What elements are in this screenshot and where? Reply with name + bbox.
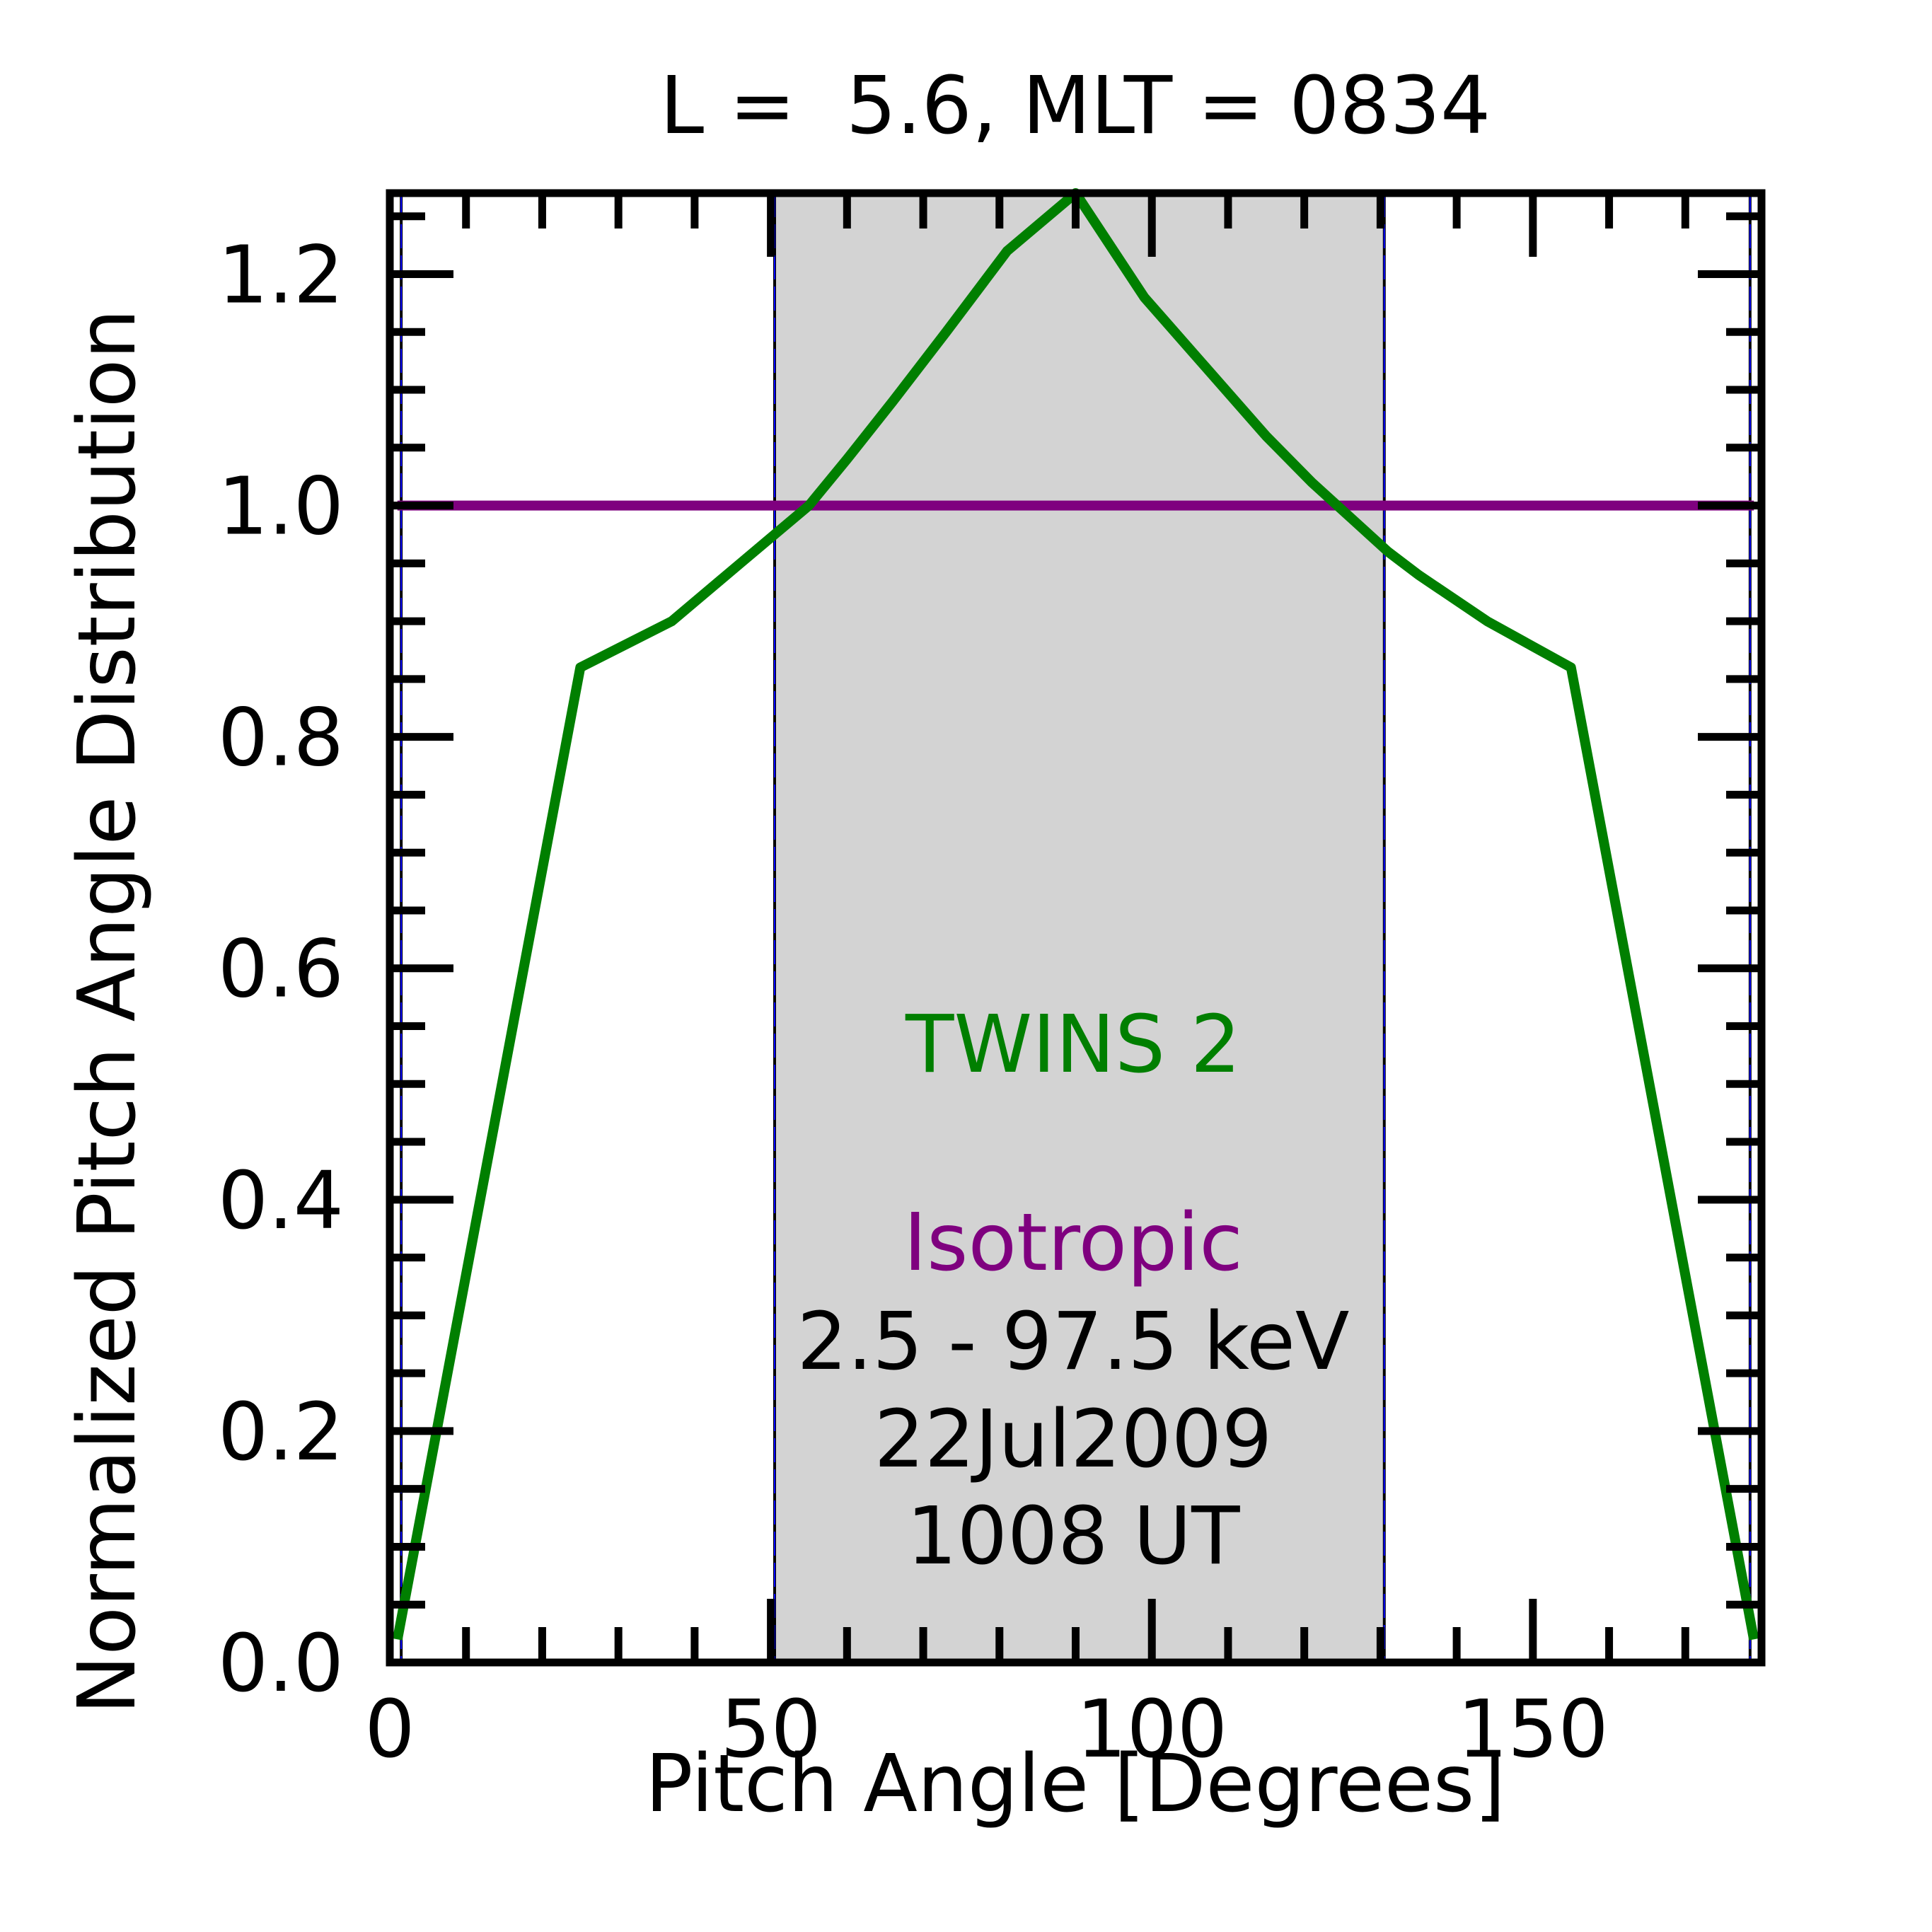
ticks-layer: 0 50 100 150 0.0 0.2 0.4 0.6 0.8 1.0 1.2 [218, 193, 1762, 1776]
time-label: 1008 UT [906, 1491, 1240, 1583]
date-label: 22Jul2009 [874, 1394, 1273, 1486]
y-tick-label: 0.0 [218, 1618, 344, 1710]
axes-frame-layer [386, 189, 1766, 1667]
y-tick-label: 1.0 [218, 461, 344, 553]
x-tick-label: 0 [364, 1684, 415, 1776]
y-tick-label: 0.4 [218, 1155, 344, 1247]
energy-range-label: 2.5 - 97.5 keV [797, 1296, 1349, 1388]
y-tick-label: 1.2 [218, 229, 344, 321]
series-layer [392, 188, 1759, 1641]
chart-title: L = 5.6, MLT = 0834 [660, 60, 1491, 152]
y-tick-label: 0.2 [218, 1387, 344, 1479]
y-tick-label: 0.6 [218, 924, 344, 1016]
series-line-0 [392, 188, 1759, 1641]
x-tick-label: 150 [1457, 1684, 1609, 1776]
vertical-lines-layer [400, 193, 1752, 1662]
x-tick-label: 100 [1076, 1684, 1227, 1776]
legend-isotropic: Isotropic [903, 1197, 1243, 1289]
shaded-region-layer [774, 193, 1384, 1662]
axes-frame [386, 189, 1766, 1667]
legend-twins-2: TWINS 2 [905, 999, 1241, 1091]
y-axis-label: Normalized Pitch Angle Distribution [62, 309, 154, 1715]
y-tick-label: 0.8 [218, 693, 344, 785]
shaded-region [774, 193, 1384, 1662]
x-tick-label: 50 [720, 1684, 821, 1776]
x-axis-label: Pitch Angle [Degrees] [645, 1738, 1505, 1830]
